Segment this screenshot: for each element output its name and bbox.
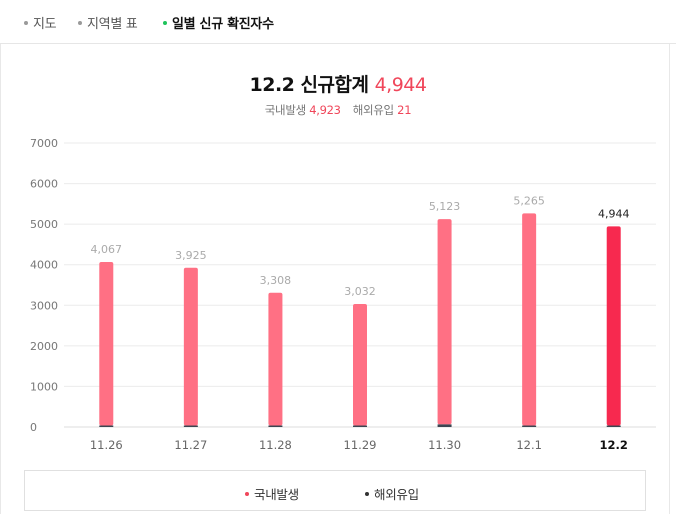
bar-domestic	[353, 303, 367, 426]
data-label: 3,032	[344, 285, 376, 298]
data-labels: 4,067 3,925 3,308 3,032 5,123 5,265 4,944	[91, 194, 630, 298]
data-label: 5,265	[513, 194, 545, 207]
y-tick-label: 0	[30, 421, 37, 434]
bar-domestic	[268, 292, 283, 426]
data-label: 4,944	[598, 207, 630, 220]
bar-domestic	[437, 219, 452, 425]
x-tick-label: 12.2	[600, 438, 628, 452]
x-tick-label: 11.29	[344, 438, 377, 452]
imported-label: 해외유입	[352, 103, 394, 117]
x-tick-label: 11.28	[259, 438, 292, 452]
headline-total: 4,944	[374, 74, 427, 96]
tab-label: 지도	[33, 17, 57, 32]
y-tick-label: 5000	[30, 218, 58, 231]
bullet-icon	[163, 20, 167, 25]
bar-imported	[437, 424, 452, 427]
tab-bar: 지도 지역별 표 일별 신규 확진자수	[0, 0, 676, 44]
tab-daily-new-cases[interactable]: 일별 신규 확진자수	[163, 13, 274, 32]
tab-map[interactable]: 지도	[24, 13, 57, 32]
bar-imported	[183, 425, 198, 427]
bar-imported	[522, 425, 537, 427]
y-tick-label: 1000	[30, 380, 58, 393]
bar-imported	[606, 425, 621, 427]
x-tick-label: 11.30	[428, 438, 461, 452]
bar-domestic	[99, 261, 114, 426]
chart-panel	[0, 44, 670, 514]
legend-item-domestic[interactable]: 국내발생	[245, 484, 299, 503]
breakdown-summary: 국내발생 4,923 해외유입 21	[0, 102, 676, 118]
data-label: 5,123	[429, 200, 461, 213]
bullet-icon	[24, 20, 28, 25]
bar-domestic	[522, 213, 537, 426]
bars	[99, 213, 621, 427]
bar-domestic	[606, 226, 621, 426]
headline-title: 신규합계	[300, 74, 369, 96]
y-tick-label: 7000	[30, 137, 58, 150]
domestic-value: 4,923	[309, 103, 341, 117]
bar-domestic	[183, 267, 198, 426]
page-title: 12.2 신규합계 4,944	[0, 70, 676, 97]
x-tick-label: 11.26	[90, 438, 123, 452]
bar-imported	[268, 425, 283, 427]
tab-label: 일별 신규 확진자수	[172, 17, 274, 32]
data-label: 4,067	[91, 243, 123, 256]
y-tick-label: 6000	[30, 178, 58, 191]
x-tick-label: 11.27	[174, 438, 207, 452]
legend: 국내발생 해외유입	[24, 470, 646, 511]
tab-region-table[interactable]: 지역별 표	[78, 13, 138, 32]
legend-label: 국내발생	[254, 487, 299, 502]
data-label: 3,925	[175, 249, 207, 262]
bar-imported	[353, 425, 367, 427]
legend-item-imported[interactable]: 해외유입	[365, 484, 419, 503]
tab-label: 지역별 표	[87, 17, 138, 32]
legend-dot-icon	[245, 491, 249, 496]
data-label: 3,308	[260, 274, 292, 287]
headline-date: 12.2	[249, 74, 295, 96]
x-tick-label: 12.1	[516, 438, 542, 452]
domestic-label: 국내발생	[264, 103, 306, 117]
legend-dot-icon	[365, 491, 369, 496]
x-axis: 11.26 11.27 11.28 11.29 11.30 12.1 12.2	[90, 438, 628, 452]
bullet-icon	[78, 20, 82, 25]
y-axis: 0 1000 2000 3000 4000 5000 6000 7000	[30, 137, 58, 434]
y-tick-label: 3000	[30, 299, 58, 312]
y-tick-label: 4000	[30, 259, 58, 272]
imported-value: 21	[397, 103, 412, 117]
y-tick-label: 2000	[30, 340, 58, 353]
legend-label: 해외유입	[374, 487, 419, 502]
bar-imported	[99, 425, 114, 427]
